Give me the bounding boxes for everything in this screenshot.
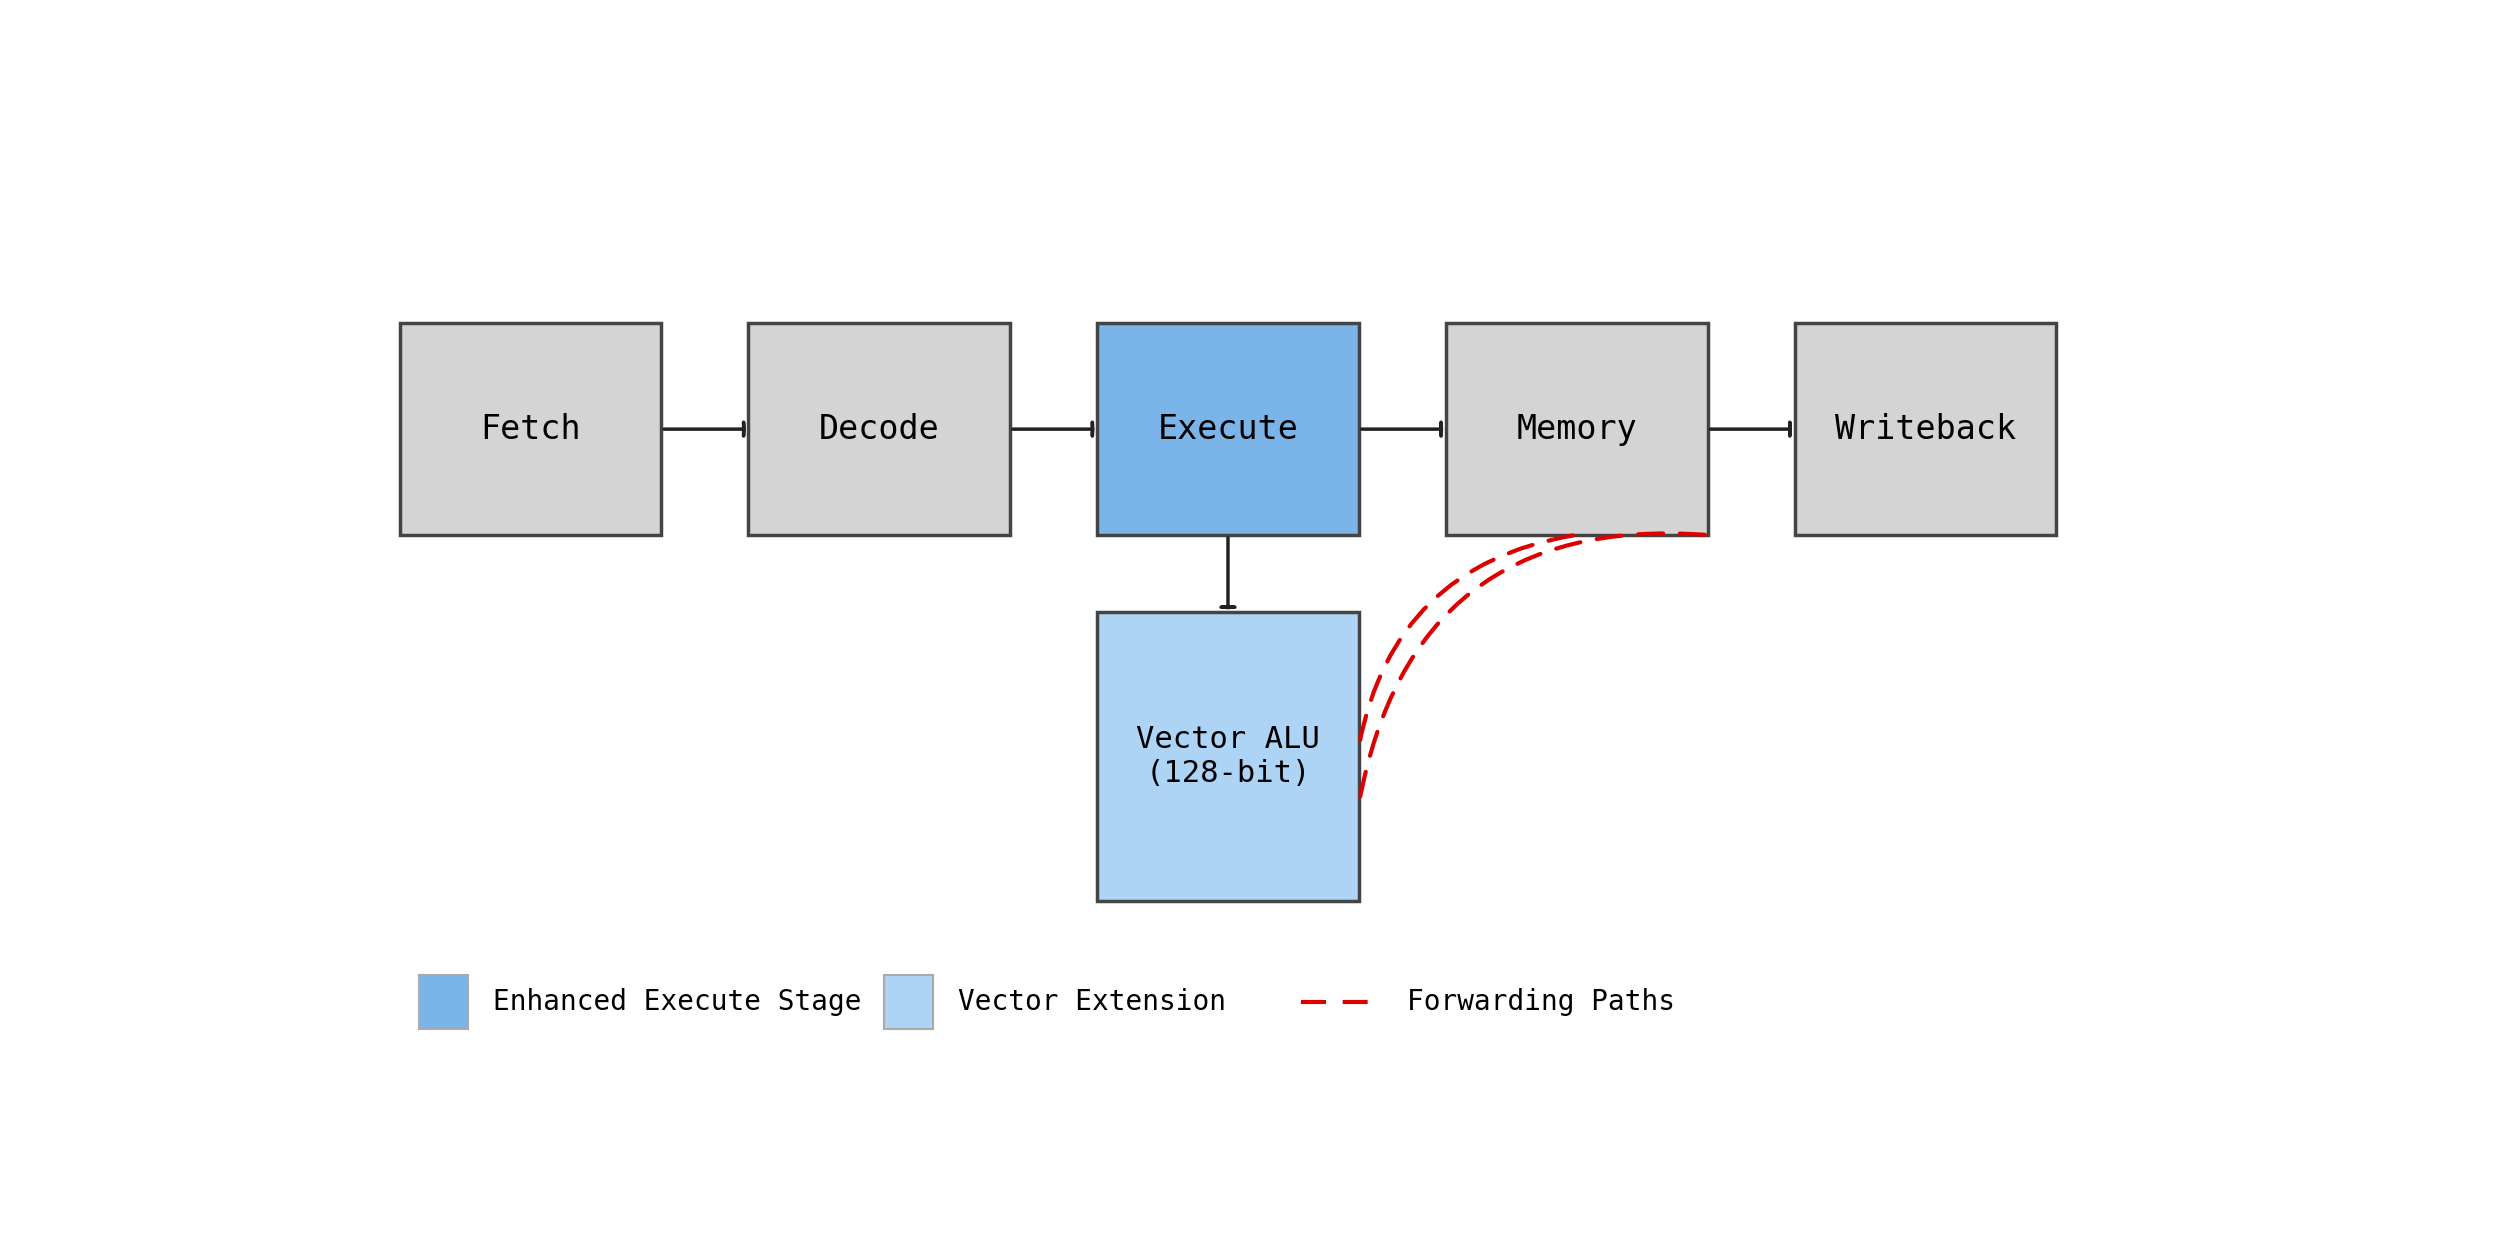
- Text: Execute: Execute: [1158, 412, 1298, 445]
- FancyBboxPatch shape: [400, 324, 660, 535]
- FancyBboxPatch shape: [1098, 612, 1360, 901]
- Text: Decode: Decode: [820, 412, 940, 445]
- Text: Fetch: Fetch: [480, 412, 580, 445]
- FancyBboxPatch shape: [748, 324, 1010, 535]
- Text: Vector ALU
(128-bit): Vector ALU (128-bit): [1135, 725, 1320, 788]
- Text: Memory: Memory: [1518, 412, 1638, 445]
- Text: Forwarding Paths: Forwarding Paths: [1407, 988, 1675, 1016]
- FancyBboxPatch shape: [1098, 324, 1360, 535]
- FancyBboxPatch shape: [1795, 324, 2055, 535]
- Text: Writeback: Writeback: [1835, 412, 2015, 445]
- FancyBboxPatch shape: [420, 975, 468, 1029]
- Text: Enhanced Execute Stage: Enhanced Execute Stage: [492, 988, 860, 1016]
- FancyBboxPatch shape: [1445, 324, 1708, 535]
- FancyBboxPatch shape: [885, 975, 932, 1029]
- Text: Vector Extension: Vector Extension: [958, 988, 1225, 1016]
